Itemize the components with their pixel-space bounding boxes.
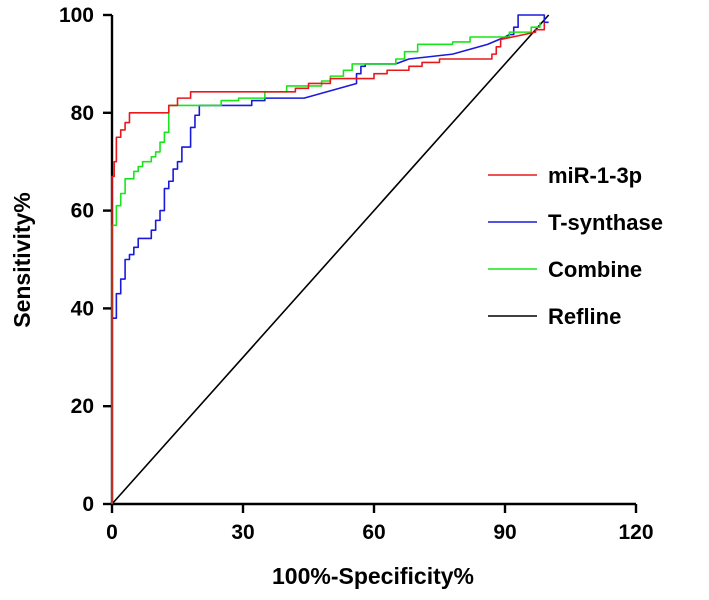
y-axis-title: Sensitivity%	[9, 192, 35, 328]
y-tick-label-20: 20	[71, 395, 94, 418]
y-tick-label-80: 80	[71, 102, 94, 125]
series-line-refline	[111, 14, 550, 505]
x-tick-label-0: 0	[106, 521, 118, 544]
legend-label-combine: Combine	[548, 257, 642, 282]
legend: miR-1-3p T-synthase Combine Refline	[488, 163, 663, 329]
legend-label-refline: Refline	[548, 304, 621, 329]
x-tick-label-120: 120	[618, 521, 653, 544]
y-tick-label-40: 40	[71, 297, 94, 320]
legend-label-t-synthase: T-synthase	[548, 210, 663, 235]
x-tick-label-90: 90	[493, 521, 516, 544]
y-tick-label-100: 100	[59, 4, 94, 27]
series-line-mir-1-3p	[111, 22, 546, 504]
legend-label-mir-1-3p: miR-1-3p	[548, 163, 642, 188]
series-lines	[111, 14, 550, 505]
ticks: 0 30 60 90 120 0 20 40 60 80 100	[59, 4, 654, 544]
y-tick-label-60: 60	[71, 200, 94, 223]
x-tick-label-30: 30	[231, 521, 254, 544]
series-line-combine	[111, 22, 541, 504]
y-tick-label-0: 0	[82, 493, 94, 516]
x-tick-label-60: 60	[362, 521, 385, 544]
series-line-t-synthase	[111, 14, 549, 504]
x-axis-title: 100%-Specificity%	[272, 563, 474, 589]
